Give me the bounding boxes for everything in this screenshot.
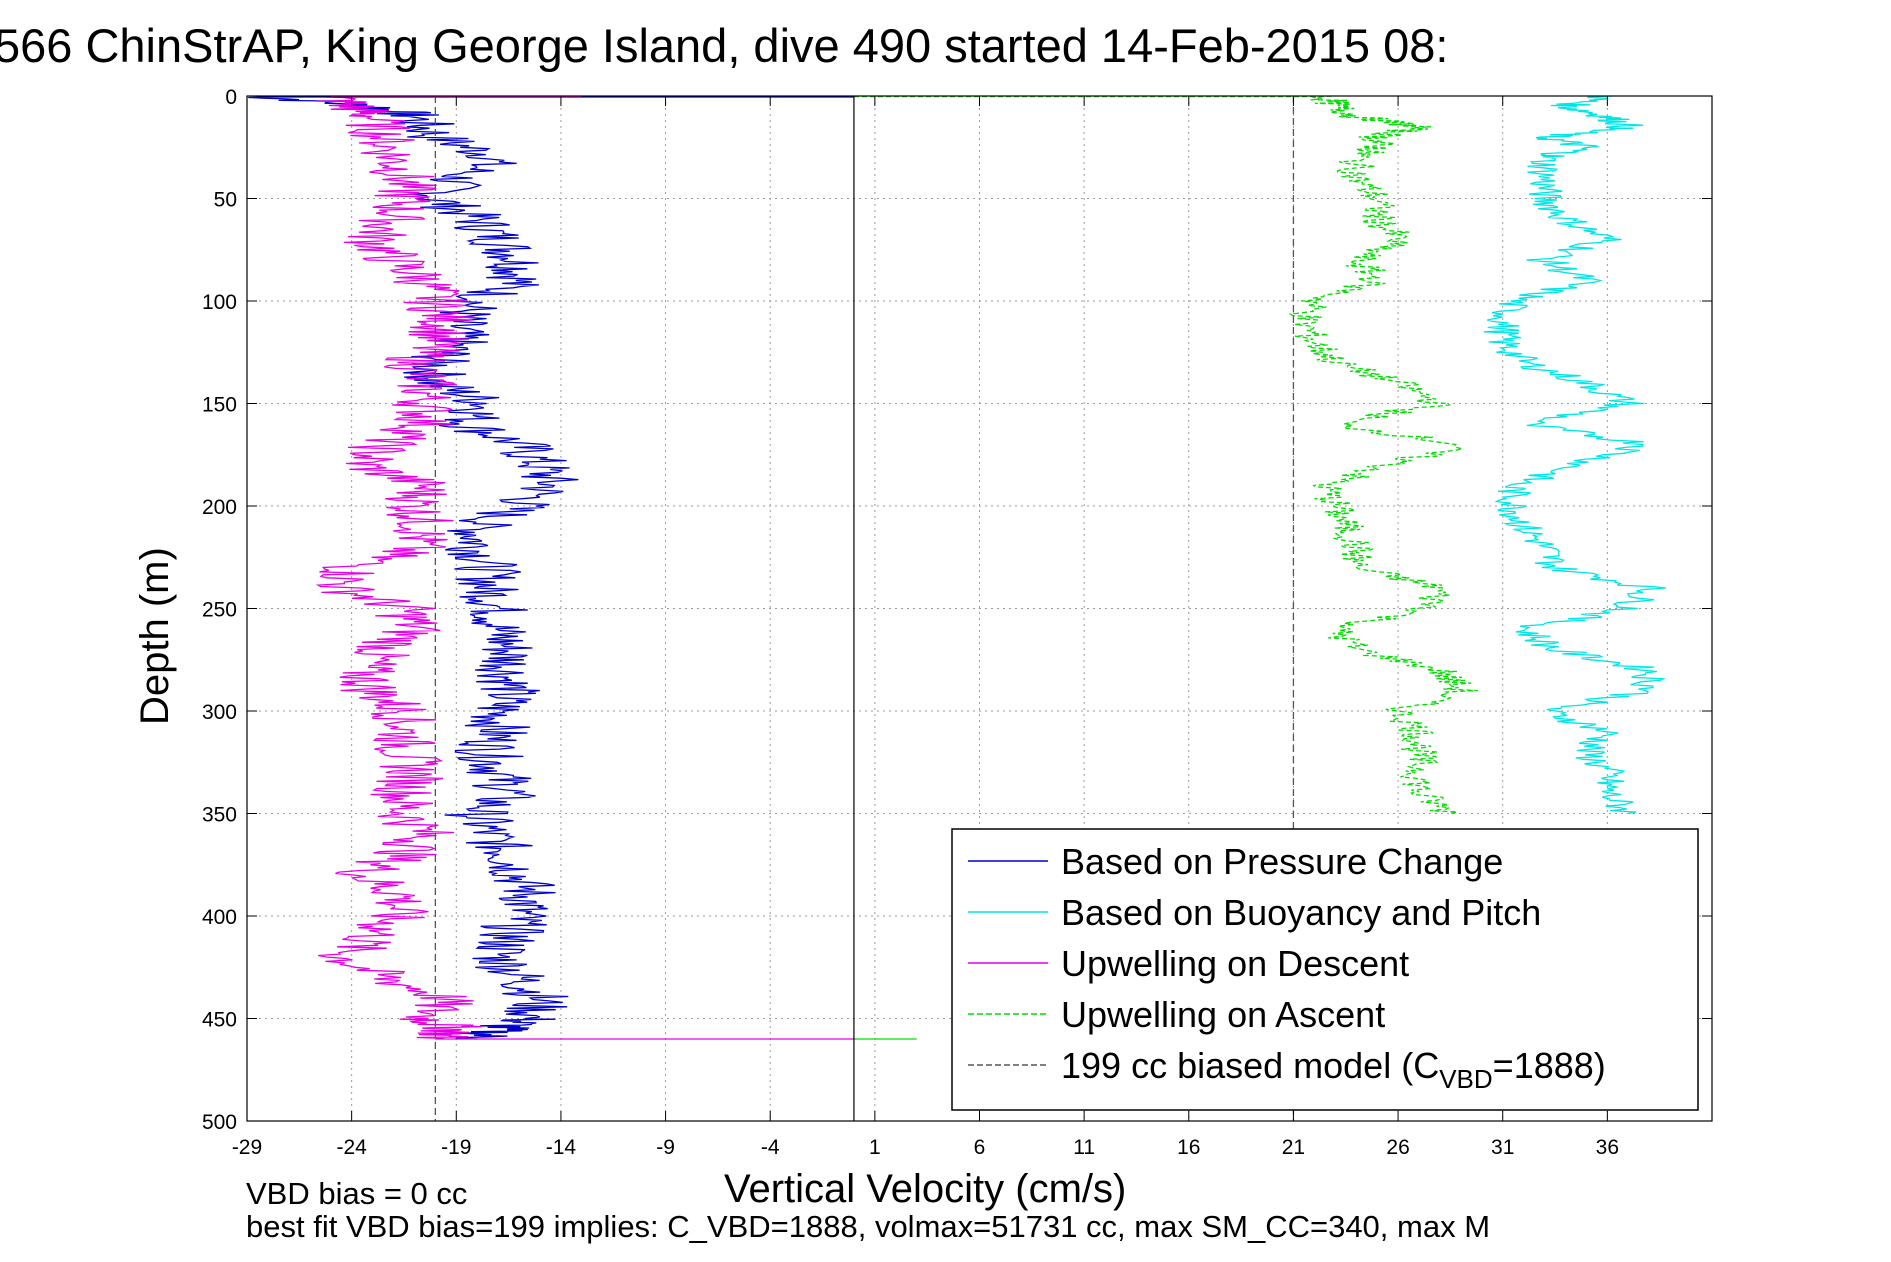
x-tick-label: -4 — [761, 1136, 780, 1159]
y-tick-label: 400 — [202, 906, 237, 929]
best-fit-note: best fit VBD bias=199 implies: C_VBD=188… — [246, 1209, 1490, 1244]
x-tick-label: -9 — [656, 1136, 675, 1159]
x-tick-label: 21 — [1282, 1136, 1305, 1159]
y-tick-label: 200 — [202, 496, 237, 519]
chart-title: 566 ChinStrAP, King George Island, dive … — [0, 19, 1448, 72]
series-descent-line — [306, 95, 483, 1040]
axis-ticks: -29 -24 -19 -14 -9 -4 1 6 11 16 21 26 31 360501001502… — [202, 86, 1712, 1159]
y-tick-label: 300 — [202, 701, 237, 724]
legend-label-ascent: Upwelling on Ascent — [1061, 994, 1385, 1035]
legend-label-descent: Upwelling on Descent — [1061, 943, 1409, 984]
legend-box — [951, 828, 1699, 1111]
x-tick-label: 11 — [1073, 1136, 1095, 1159]
y-tick-label: 500 — [202, 1111, 237, 1134]
y-axis-label: Depth (m) — [133, 547, 177, 725]
series-ascent-line — [1288, 95, 1478, 815]
vbd-bias-note: VBD bias = 0 cc — [246, 1176, 467, 1211]
x-tick-label: -14 — [546, 1136, 577, 1159]
y-tick-label: 450 — [202, 1009, 237, 1032]
y-tick-label: 250 — [202, 599, 237, 622]
y-tick-label: 350 — [202, 804, 237, 827]
x-tick-label: 26 — [1386, 1136, 1409, 1159]
x-tick-label: 31 — [1491, 1136, 1514, 1159]
y-tick-label: 100 — [202, 291, 237, 314]
legend-label-pressure: Based on Pressure Change — [1061, 841, 1503, 882]
legend-label-buoyancy: Based on Buoyancy and Pitch — [1061, 892, 1541, 933]
x-axis-label: Vertical Velocity (cm/s) — [724, 1167, 1126, 1211]
x-tick-label: -24 — [336, 1136, 367, 1159]
y-tick-label: 150 — [202, 394, 237, 417]
x-tick-label: 1 — [869, 1136, 881, 1159]
x-tick-label: 6 — [974, 1136, 986, 1159]
x-tick-label: -29 — [232, 1136, 262, 1159]
reference-lines — [434, 96, 1295, 1121]
series-buoyancy-line — [1483, 95, 1667, 815]
legend-label-model: 199 cc biased model (CVBD=1888) — [1061, 1045, 1606, 1094]
y-tick-label: 0 — [225, 86, 237, 109]
x-tick-label: 16 — [1177, 1136, 1200, 1159]
x-tick-label: -19 — [441, 1136, 471, 1159]
x-tick-label: 36 — [1596, 1136, 1619, 1159]
chart-legend: Based on Pressure Change Based on Buoyanc… — [951, 828, 1699, 1111]
series-pressure-line — [248, 95, 579, 1040]
y-tick-label: 50 — [214, 189, 237, 212]
